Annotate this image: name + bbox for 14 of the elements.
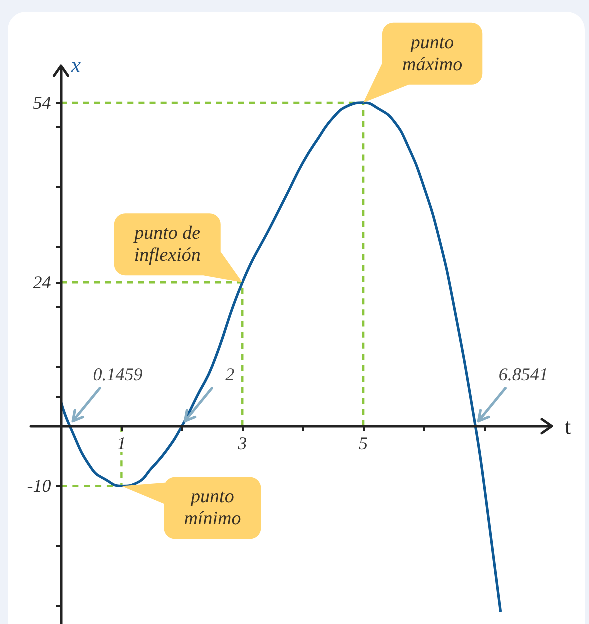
y-axis-title: x <box>70 52 82 78</box>
y-tick-label: 54 <box>33 92 52 113</box>
y-tick-label: -10 <box>27 476 52 496</box>
x-tick-label: 5 <box>359 433 368 454</box>
annotation: 2 <box>226 364 235 384</box>
annotation: punto de inflexión <box>132 223 201 266</box>
annotation: punto máximo <box>402 32 463 76</box>
annotation: 0.1459 <box>93 364 143 384</box>
annotation: 6.8541 <box>498 364 548 384</box>
x-tick-label: 3 <box>237 433 248 454</box>
annotation: punto mínimo <box>184 486 242 530</box>
x-axis-title: t <box>565 414 572 439</box>
x-tick-label: 1 <box>117 433 126 454</box>
y-tick-label: 24 <box>33 272 52 293</box>
